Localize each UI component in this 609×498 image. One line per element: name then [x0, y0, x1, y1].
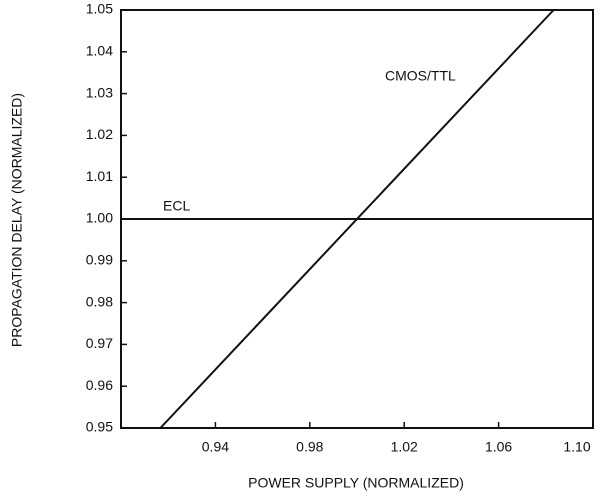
- x-tick-label: 1.06: [485, 439, 512, 455]
- y-tick-label: 0.96: [86, 377, 113, 393]
- x-tick-label: 1.02: [391, 439, 418, 455]
- y-axis-title: PROPAGATION DELAY (NORMALIZED): [9, 93, 25, 347]
- y-tick-label: 1.03: [86, 84, 113, 100]
- y-tick-label: 0.95: [86, 419, 113, 435]
- y-tick-label: 1.04: [86, 43, 113, 59]
- x-tick-label: 0.94: [202, 439, 229, 455]
- y-tick-label: 0.97: [86, 335, 113, 351]
- series-label: CMOS/TTL: [385, 68, 456, 84]
- y-tick-label: 1.00: [86, 210, 113, 226]
- x-tick-label: 1.10: [563, 439, 590, 455]
- y-tick-label: 0.99: [86, 252, 113, 268]
- x-tick-label: 0.98: [296, 439, 323, 455]
- y-tick-label: 1.05: [86, 1, 113, 17]
- y-tick-label: 1.01: [86, 168, 113, 184]
- y-tick-label: 0.98: [86, 293, 113, 309]
- x-axis-title: POWER SUPPLY (NORMALIZED): [248, 475, 464, 491]
- series-label: ECL: [163, 198, 190, 214]
- y-tick-label: 1.02: [86, 126, 113, 142]
